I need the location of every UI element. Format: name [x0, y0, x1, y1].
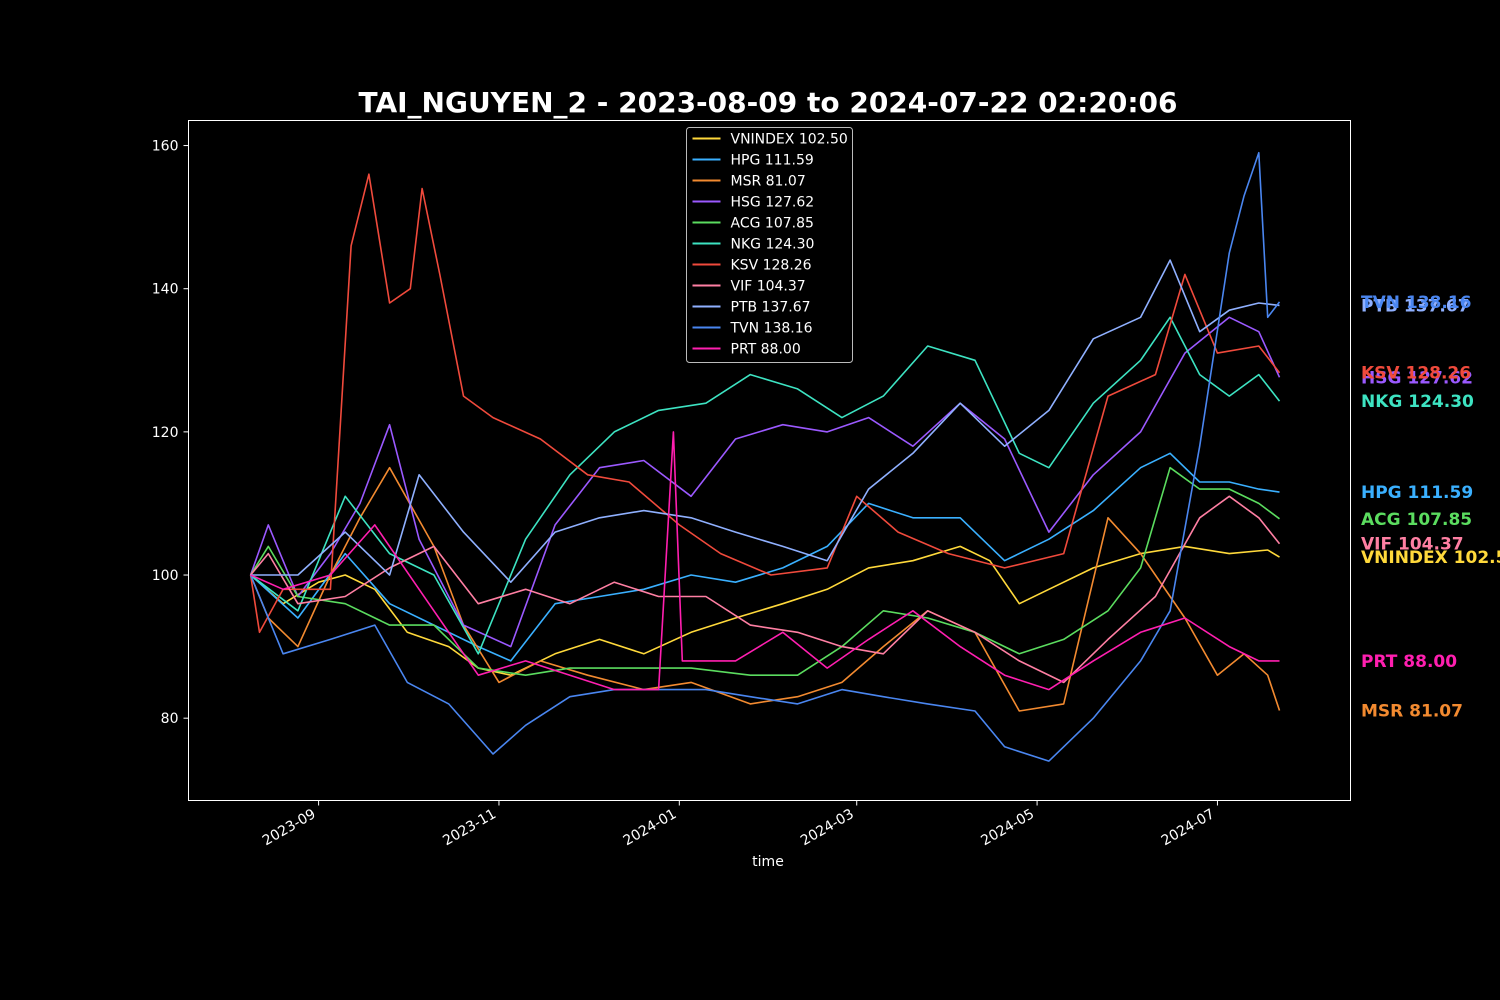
y-tick-label: 160	[152, 139, 179, 155]
end-label-nkg: NKG 124.30	[1361, 392, 1474, 412]
legend-entry-vif: VIF 104.37	[731, 279, 806, 295]
x-tick-label: 2024-05	[978, 806, 1037, 849]
series-line-ptb	[250, 259, 1280, 584]
legend-entry-hsg: HSG 127.62	[731, 195, 815, 211]
x-tick-label: 2023-11	[440, 806, 499, 849]
series-line-nkg	[250, 316, 1281, 655]
series-line-vif	[249, 495, 1281, 684]
end-label-acg: ACG 107.85	[1361, 510, 1472, 530]
series-lines	[249, 151, 1281, 762]
series-line-tvn	[249, 151, 1281, 762]
y-tick-label: 100	[152, 568, 179, 584]
series-line-acg	[249, 466, 1280, 677]
series-line-prt	[250, 431, 1280, 691]
end-label-vif: VIF 104.37	[1361, 535, 1464, 555]
legend-entry-vnindex: VNINDEX 102.50	[731, 132, 848, 148]
legend: VNINDEX 102.50 HPG 111.59 MSR 81.07 HSG 127…	[686, 127, 853, 363]
legend-entry-msr: MSR 81.07	[731, 174, 806, 190]
end-label-prt: PRT 88.00	[1361, 652, 1457, 672]
end-label-ksv: KSV 128.26	[1361, 364, 1471, 384]
legend-entry-ptb: PTB 137.67	[731, 300, 811, 316]
x-tick-label: 2023-09	[260, 806, 319, 849]
legend-entry-ksv: KSV 128.26	[731, 258, 812, 274]
end-label-hpg: HPG 111.59	[1361, 483, 1473, 503]
series-line-hpg	[250, 452, 1280, 662]
series-line-ksv	[249, 173, 1281, 634]
end-value-labels: VNINDEX 102.50 HPG 111.59 MSR 81.07 HSG 127…	[1361, 293, 1500, 722]
end-label-hsg: HSG 127.62	[1361, 368, 1473, 388]
legend-entry-acg: ACG 107.85	[731, 216, 814, 232]
x-tick-label: 2024-03	[798, 806, 857, 849]
legend-entry-prt: PRT 88.00	[731, 342, 801, 358]
plot-frame	[188, 120, 1351, 801]
y-tick-label: 140	[152, 282, 179, 298]
legend-entry-nkg: NKG 124.30	[731, 237, 815, 253]
x-axis-ticks: 2023-09 2023-11 2024-01 2024-03 2024-05 2024-…	[260, 800, 1218, 849]
x-tick-label: 2024-01	[621, 806, 680, 849]
x-axis-label: time	[752, 854, 784, 870]
legend-entry-hpg: HPG 111.59	[731, 153, 814, 169]
x-tick-label: 2024-07	[1159, 806, 1218, 849]
y-tick-label: 120	[152, 425, 179, 441]
chart-title: TAI_NGUYEN_2 - 2023-08-09 to 2024-07-22 …	[359, 86, 1178, 119]
legend-box	[686, 127, 853, 363]
y-tick-label: 80	[161, 711, 179, 727]
end-label-ptb: PTB 137.67	[1361, 296, 1470, 316]
series-line-hsg	[249, 316, 1281, 648]
end-label-vnindex: VNINDEX 102.50	[1361, 548, 1500, 568]
legend-entry-tvn: TVN 138.16	[730, 321, 813, 337]
series-line-vnindex	[250, 545, 1280, 677]
end-label-msr: MSR 81.07	[1361, 702, 1463, 722]
y-axis-ticks: 80 100 120 140 160	[152, 139, 189, 727]
end-label-tvn: TVN 138.16	[1361, 293, 1472, 313]
